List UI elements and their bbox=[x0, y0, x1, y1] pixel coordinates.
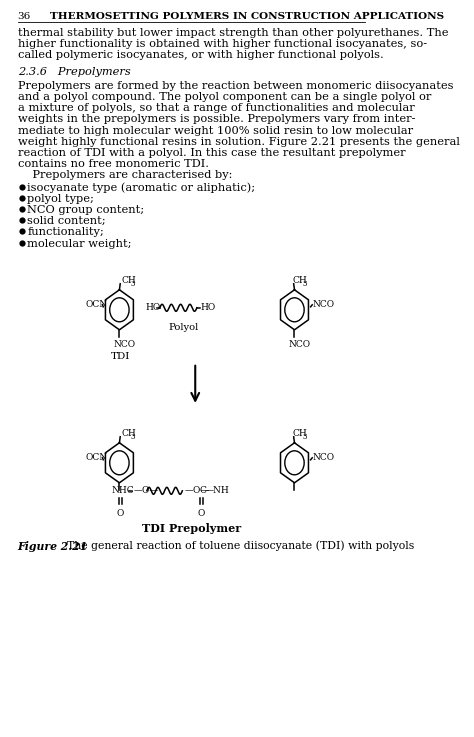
Text: TDI Prepolymer: TDI Prepolymer bbox=[142, 523, 241, 534]
Text: Prepolymers are characterised by:: Prepolymers are characterised by: bbox=[18, 170, 232, 181]
Text: —O—: —O— bbox=[185, 486, 210, 495]
Text: OCN: OCN bbox=[85, 453, 108, 462]
Text: 3: 3 bbox=[302, 433, 307, 441]
Text: TDI: TDI bbox=[111, 352, 131, 361]
Text: called polymeric isocyanates, or with higher functional polyols.: called polymeric isocyanates, or with hi… bbox=[18, 50, 383, 60]
Text: 3: 3 bbox=[131, 433, 135, 441]
Text: higher functionality is obtained with higher functional isocyanates, so-: higher functionality is obtained with hi… bbox=[18, 39, 427, 49]
Text: The general reaction of toluene diisocyanate (TDI) with polyols: The general reaction of toluene diisocya… bbox=[60, 541, 414, 551]
Text: reaction of TDI with a polyol. In this case the resultant prepolymer: reaction of TDI with a polyol. In this c… bbox=[18, 148, 405, 158]
Text: C: C bbox=[199, 486, 206, 495]
Text: 3: 3 bbox=[131, 280, 135, 288]
Text: —O—: —O— bbox=[133, 486, 158, 495]
Text: solid content;: solid content; bbox=[27, 216, 106, 226]
Text: 2.3.6   Prepolymers: 2.3.6 Prepolymers bbox=[18, 66, 130, 77]
Text: isocyanate type (aromatic or aliphatic);: isocyanate type (aromatic or aliphatic); bbox=[27, 183, 255, 193]
Text: Polyol: Polyol bbox=[168, 323, 198, 332]
Text: polyol type;: polyol type; bbox=[27, 194, 94, 204]
Text: HO: HO bbox=[200, 304, 215, 312]
Text: NHC: NHC bbox=[111, 486, 134, 495]
Text: a mixture of polyols, so that a range of functionalities and molecular: a mixture of polyols, so that a range of… bbox=[18, 103, 414, 113]
Text: functionality;: functionality; bbox=[27, 228, 104, 237]
Text: molecular weight;: molecular weight; bbox=[27, 239, 132, 248]
Text: —NH: —NH bbox=[204, 486, 229, 495]
Text: Prepolymers are formed by the reaction between monomeric diisocyanates: Prepolymers are formed by the reaction b… bbox=[18, 81, 453, 91]
Text: CH: CH bbox=[293, 429, 308, 439]
Text: weights in the prepolymers is possible. Prepolymers vary from inter-: weights in the prepolymers is possible. … bbox=[18, 114, 415, 125]
Text: THERMOSETTING POLYMERS IN CONSTRUCTION APPLICATIONS: THERMOSETTING POLYMERS IN CONSTRUCTION A… bbox=[50, 12, 444, 21]
Text: NCO: NCO bbox=[312, 300, 334, 310]
Text: contains no free monomeric TDI.: contains no free monomeric TDI. bbox=[18, 159, 209, 170]
Text: O: O bbox=[117, 509, 124, 518]
Text: NCO: NCO bbox=[114, 340, 136, 349]
Text: weight highly functional resins in solution. Figure 2.21 presents the general: weight highly functional resins in solut… bbox=[18, 137, 460, 147]
Text: CH: CH bbox=[121, 276, 136, 285]
Text: OCN: OCN bbox=[85, 300, 108, 310]
Text: 36: 36 bbox=[18, 12, 31, 21]
Text: CH: CH bbox=[293, 276, 308, 285]
Text: O: O bbox=[198, 509, 205, 518]
Text: CH: CH bbox=[121, 429, 136, 439]
Text: HO: HO bbox=[145, 304, 161, 312]
Text: mediate to high molecular weight 100% solid resin to low molecular: mediate to high molecular weight 100% so… bbox=[18, 125, 413, 136]
Text: NCO: NCO bbox=[312, 453, 334, 462]
Text: Figure 2.21: Figure 2.21 bbox=[18, 541, 88, 552]
Text: NCO group content;: NCO group content; bbox=[27, 205, 145, 215]
Text: NCO: NCO bbox=[289, 340, 311, 349]
Text: thermal stability but lower impact strength than other polyurethanes. The: thermal stability but lower impact stren… bbox=[18, 28, 448, 38]
Text: 3: 3 bbox=[302, 280, 307, 288]
Text: and a polyol compound. The polyol component can be a single polyol or: and a polyol compound. The polyol compon… bbox=[18, 92, 431, 102]
